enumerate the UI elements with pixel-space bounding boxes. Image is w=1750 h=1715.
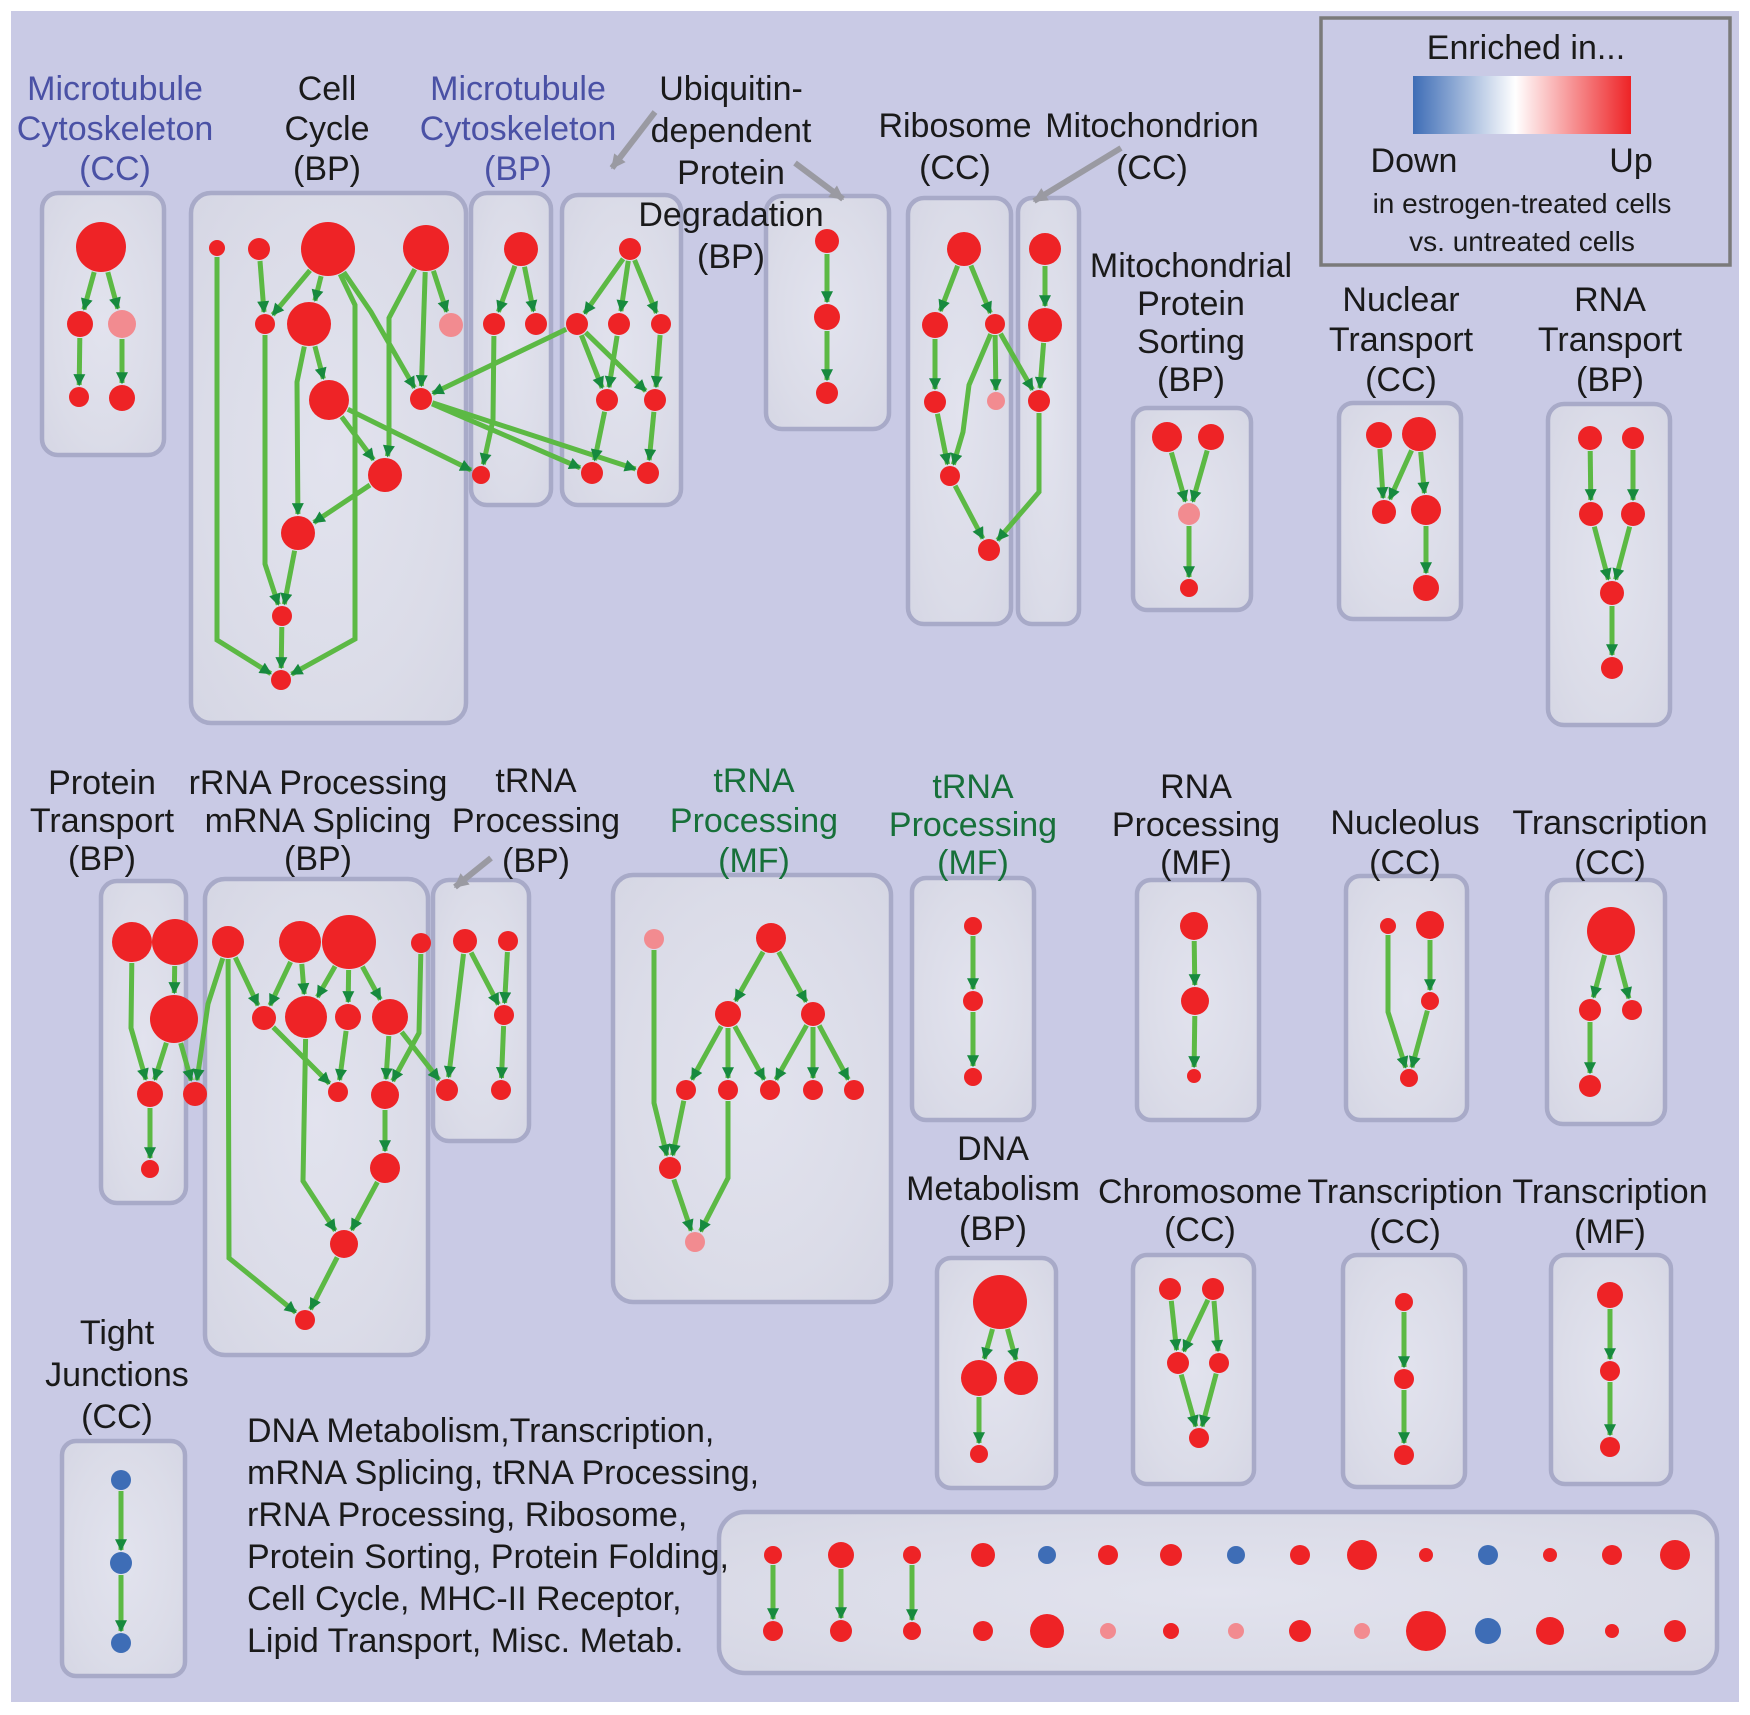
svg-text:Transcription: Transcription xyxy=(1512,1173,1707,1211)
svg-text:dependent: dependent xyxy=(651,112,812,150)
svg-text:(CC): (CC) xyxy=(81,1398,153,1436)
svg-text:(CC): (CC) xyxy=(1369,1213,1441,1251)
svg-text:Cell: Cell xyxy=(298,70,357,108)
svg-text:in estrogen-treated cells: in estrogen-treated cells xyxy=(1373,188,1672,219)
svg-text:Transport: Transport xyxy=(1538,321,1683,359)
svg-text:Transport: Transport xyxy=(30,802,175,840)
svg-text:Protein: Protein xyxy=(677,154,785,192)
svg-text:(CC): (CC) xyxy=(919,149,991,187)
svg-text:Degradation: Degradation xyxy=(638,196,823,234)
svg-text:Chromosome: Chromosome xyxy=(1098,1173,1302,1211)
svg-text:rRNA Processing: rRNA Processing xyxy=(189,764,448,802)
svg-text:tRNA: tRNA xyxy=(932,768,1014,806)
svg-text:(MF): (MF) xyxy=(718,842,790,880)
svg-text:DNA Metabolism,Transcription,: DNA Metabolism,Transcription, xyxy=(247,1412,714,1450)
svg-text:(BP): (BP) xyxy=(697,238,765,276)
svg-text:(CC): (CC) xyxy=(79,150,151,188)
svg-text:Transcription: Transcription xyxy=(1307,1173,1502,1211)
svg-text:Junctions: Junctions xyxy=(45,1356,189,1394)
svg-text:Up: Up xyxy=(1609,142,1652,180)
svg-text:Protein: Protein xyxy=(48,764,156,802)
svg-text:(BP): (BP) xyxy=(1157,361,1225,399)
svg-text:Transport: Transport xyxy=(1329,321,1474,359)
svg-text:Tight: Tight xyxy=(80,1314,155,1352)
svg-text:Cycle: Cycle xyxy=(284,110,369,148)
svg-text:(BP): (BP) xyxy=(1576,361,1644,399)
svg-text:mRNA Splicing: mRNA Splicing xyxy=(205,802,432,840)
svg-text:(CC): (CC) xyxy=(1365,361,1437,399)
svg-text:Processing: Processing xyxy=(889,806,1057,844)
svg-text:(MF): (MF) xyxy=(937,844,1009,882)
svg-text:DNA: DNA xyxy=(957,1130,1029,1168)
svg-text:Ubiquitin-: Ubiquitin- xyxy=(659,70,803,108)
svg-text:(MF): (MF) xyxy=(1160,844,1232,882)
svg-text:vs. untreated cells: vs. untreated cells xyxy=(1409,226,1635,257)
svg-text:tRNA: tRNA xyxy=(495,762,577,800)
svg-text:Protein Sorting, Protein Foldi: Protein Sorting, Protein Folding, xyxy=(247,1538,729,1576)
svg-text:Sorting: Sorting xyxy=(1137,323,1245,361)
svg-text:Protein: Protein xyxy=(1137,285,1245,323)
svg-text:RNA: RNA xyxy=(1574,281,1646,319)
svg-text:Down: Down xyxy=(1371,142,1458,180)
svg-text:Processing: Processing xyxy=(1112,806,1280,844)
svg-text:Enriched in...: Enriched in... xyxy=(1427,29,1625,67)
svg-text:Cytoskeleton: Cytoskeleton xyxy=(17,110,214,148)
svg-text:Mitochondrial: Mitochondrial xyxy=(1090,247,1292,285)
svg-text:(BP): (BP) xyxy=(68,840,136,878)
svg-text:Nuclear: Nuclear xyxy=(1342,281,1459,319)
svg-text:(CC): (CC) xyxy=(1369,844,1441,882)
svg-text:(BP): (BP) xyxy=(284,840,352,878)
svg-text:Lipid Transport, Misc. Metab.: Lipid Transport, Misc. Metab. xyxy=(247,1622,684,1660)
svg-text:(CC): (CC) xyxy=(1164,1211,1236,1249)
svg-text:(BP): (BP) xyxy=(959,1210,1027,1248)
svg-text:Mitochondrion: Mitochondrion xyxy=(1045,107,1259,145)
svg-text:(BP): (BP) xyxy=(293,150,361,188)
svg-text:rRNA Processing, Ribosome,: rRNA Processing, Ribosome, xyxy=(247,1496,687,1534)
svg-text:Processing: Processing xyxy=(452,802,620,840)
svg-text:RNA: RNA xyxy=(1160,768,1232,806)
svg-text:(CC): (CC) xyxy=(1116,149,1188,187)
svg-text:Cell Cycle, MHC-II Receptor,: Cell Cycle, MHC-II Receptor, xyxy=(247,1580,682,1618)
svg-text:tRNA: tRNA xyxy=(713,762,795,800)
svg-text:(CC): (CC) xyxy=(1574,844,1646,882)
svg-text:Processing: Processing xyxy=(670,802,838,840)
svg-text:Cytoskeleton: Cytoskeleton xyxy=(420,110,617,148)
svg-text:(BP): (BP) xyxy=(484,150,552,188)
svg-text:Transcription: Transcription xyxy=(1512,804,1707,842)
svg-text:Microtubule: Microtubule xyxy=(430,70,606,108)
svg-text:(MF): (MF) xyxy=(1574,1213,1646,1251)
svg-text:Microtubule: Microtubule xyxy=(27,70,203,108)
svg-text:(BP): (BP) xyxy=(502,842,570,880)
svg-text:mRNA Splicing, tRNA Processing: mRNA Splicing, tRNA Processing, xyxy=(247,1454,759,1492)
svg-text:Metabolism: Metabolism xyxy=(906,1170,1080,1208)
svg-text:Ribosome: Ribosome xyxy=(878,107,1031,145)
svg-text:Nucleolus: Nucleolus xyxy=(1330,804,1479,842)
